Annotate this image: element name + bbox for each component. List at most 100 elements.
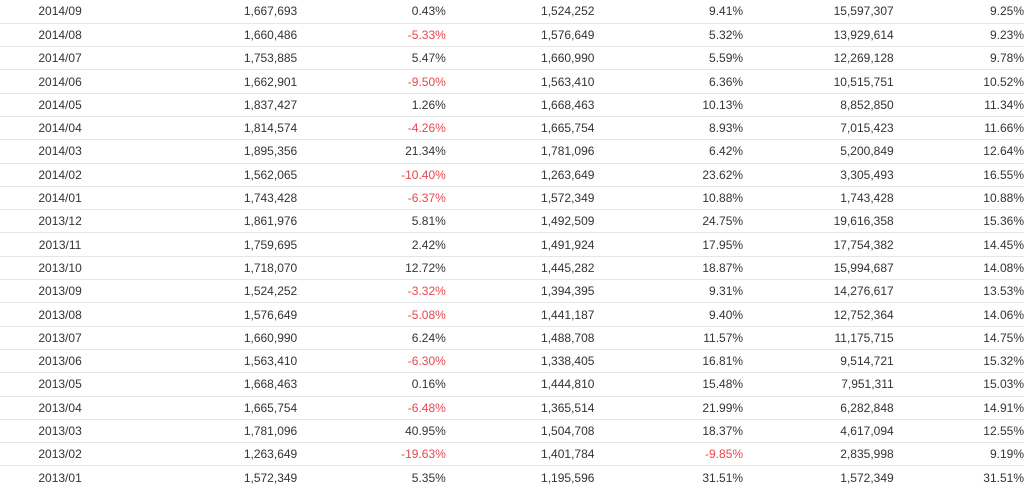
value-cell-3: 14,276,617 [743, 279, 894, 304]
month-cell: 2013/04 [0, 396, 121, 420]
percent-cell-2: 9.40% [594, 302, 744, 327]
percent-cell-3: 12.55% [893, 419, 1024, 444]
value-cell-1: 1,895,356 [120, 139, 298, 164]
table-row: 2014/06 1,662,901 -9.50% 1,563,410 6.36% 10,5… [0, 69, 1024, 94]
percent-cell-2: 6.36% [594, 69, 744, 94]
value-cell-1: 1,837,427 [120, 93, 298, 117]
value-cell-3: 12,269,128 [743, 46, 894, 71]
month-cell: 2013/03 [0, 419, 121, 444]
table-row: 2013/11 1,759,695 2.42% 1,491,924 17.95% 17,7… [0, 232, 1024, 257]
percent-cell-2: 5.59% [594, 46, 744, 71]
percent-cell-2: 17.95% [594, 232, 744, 257]
percent-cell-1: -5.33% [297, 23, 446, 48]
percent-cell-1: -4.26% [297, 116, 446, 141]
table-row: 2013/02 1,263,649 -19.63% 1,401,784 -9.85% 2,… [0, 442, 1024, 467]
percent-cell-2: 18.87% [594, 256, 744, 281]
table-row: 2013/04 1,665,754 -6.48% 1,365,514 21.99% 6,2… [0, 396, 1024, 420]
percent-cell-2: 11.57% [594, 326, 744, 350]
value-cell-2: 1,338,405 [445, 349, 595, 374]
percent-cell-2: 6.42% [594, 139, 744, 164]
percent-cell-3: 14.08% [893, 256, 1024, 281]
table-row: 2013/05 1,668,463 0.16% 1,444,810 15.48% 7,95… [0, 372, 1024, 397]
value-cell-1: 1,662,901 [120, 69, 298, 94]
percent-cell-2: 10.13% [594, 93, 744, 117]
percent-cell-3: 15.03% [893, 372, 1024, 397]
percent-cell-2: 16.81% [594, 349, 744, 374]
month-cell: 2013/05 [0, 372, 121, 397]
value-cell-1: 1,660,990 [120, 326, 298, 350]
month-cell: 2013/06 [0, 349, 121, 374]
percent-cell-1: -9.50% [297, 69, 446, 94]
value-cell-1: 1,861,976 [120, 209, 298, 234]
value-cell-1: 1,759,695 [120, 232, 298, 257]
table-row: 2013/07 1,660,990 6.24% 1,488,708 11.57% 11,1… [0, 326, 1024, 350]
percent-cell-2: 15.48% [594, 372, 744, 397]
percent-cell-1: 0.16% [297, 372, 446, 397]
value-cell-2: 1,441,187 [445, 302, 595, 327]
value-cell-2: 1,263,649 [445, 163, 595, 187]
percent-cell-2: 9.41% [594, 0, 744, 24]
table-row: 2014/07 1,753,885 5.47% 1,660,990 5.59% 12,26… [0, 46, 1024, 71]
value-cell-3: 3,305,493 [743, 163, 894, 187]
value-cell-2: 1,781,096 [445, 139, 595, 164]
percent-cell-2: 5.32% [594, 23, 744, 48]
month-cell: 2013/07 [0, 326, 121, 350]
percent-cell-1: -3.32% [297, 279, 446, 304]
value-cell-3: 19,616,358 [743, 209, 894, 234]
table-row: 2013/03 1,781,096 40.95% 1,504,708 18.37% 4,6… [0, 419, 1024, 444]
percent-cell-3: 31.51% [893, 465, 1024, 489]
percent-cell-2: 31.51% [594, 465, 744, 489]
percent-cell-1: 5.47% [297, 46, 446, 71]
value-cell-3: 17,754,382 [743, 232, 894, 257]
value-cell-2: 1,195,596 [445, 465, 595, 489]
value-cell-2: 1,504,708 [445, 419, 595, 444]
table-row: 2013/09 1,524,252 -3.32% 1,394,395 9.31% 14,2… [0, 279, 1024, 304]
table-row: 2013/08 1,576,649 -5.08% 1,441,187 9.40% 12,7… [0, 302, 1024, 327]
value-cell-3: 6,282,848 [743, 396, 894, 420]
value-cell-2: 1,576,649 [445, 23, 595, 48]
value-cell-3: 15,597,307 [743, 0, 894, 24]
value-cell-2: 1,572,349 [445, 186, 595, 211]
percent-cell-3: 9.78% [893, 46, 1024, 71]
value-cell-3: 13,929,614 [743, 23, 894, 48]
value-cell-1: 1,668,463 [120, 372, 298, 397]
value-cell-1: 1,660,486 [120, 23, 298, 48]
value-cell-1: 1,665,754 [120, 396, 298, 420]
percent-cell-2: 18.37% [594, 419, 744, 444]
month-cell: 2013/10 [0, 256, 121, 281]
month-cell: 2014/07 [0, 46, 121, 71]
value-cell-1: 1,562,065 [120, 163, 298, 187]
percent-cell-2: -9.85% [594, 442, 744, 467]
percent-cell-1: 5.35% [297, 465, 446, 489]
month-cell: 2014/08 [0, 23, 121, 48]
value-cell-2: 1,394,395 [445, 279, 595, 304]
table-row: 2014/09 1,667,693 0.43% 1,524,252 9.41% 15,59… [0, 0, 1024, 24]
value-cell-2: 1,660,990 [445, 46, 595, 71]
value-cell-1: 1,524,252 [120, 279, 298, 304]
percent-cell-1: 21.34% [297, 139, 446, 164]
value-cell-1: 1,814,574 [120, 116, 298, 141]
value-cell-1: 1,753,885 [120, 46, 298, 71]
value-cell-3: 15,994,687 [743, 256, 894, 281]
value-cell-2: 1,563,410 [445, 69, 595, 94]
value-cell-1: 1,781,096 [120, 419, 298, 444]
table-row: 2013/06 1,563,410 -6.30% 1,338,405 16.81% 9,5… [0, 349, 1024, 374]
month-cell: 2014/02 [0, 163, 121, 187]
value-cell-2: 1,365,514 [445, 396, 595, 420]
value-cell-3: 2,835,998 [743, 442, 894, 467]
table-row: 2014/02 1,562,065 -10.40% 1,263,649 23.62% 3,… [0, 163, 1024, 187]
percent-cell-1: 12.72% [297, 256, 446, 281]
value-cell-1: 1,667,693 [120, 0, 298, 24]
month-cell: 2013/09 [0, 279, 121, 304]
table-row: 2014/03 1,895,356 21.34% 1,781,096 6.42% 5,20… [0, 139, 1024, 164]
percent-cell-3: 12.64% [893, 139, 1024, 164]
value-cell-1: 1,572,349 [120, 465, 298, 489]
value-cell-3: 1,743,428 [743, 186, 894, 211]
value-cell-3: 12,752,364 [743, 302, 894, 327]
table-row: 2014/01 1,743,428 -6.37% 1,572,349 10.88% 1,7… [0, 186, 1024, 211]
value-cell-3: 11,175,715 [743, 326, 894, 350]
table-row: 2013/01 1,572,349 5.35% 1,195,596 31.51% 1,57… [0, 465, 1024, 489]
percent-cell-1: -19.63% [297, 442, 446, 467]
